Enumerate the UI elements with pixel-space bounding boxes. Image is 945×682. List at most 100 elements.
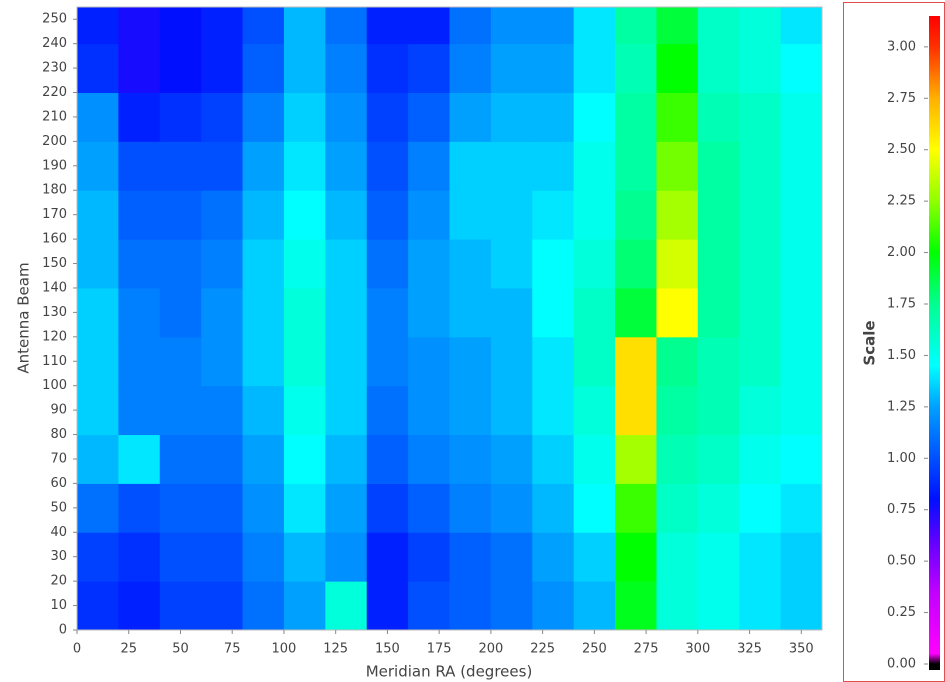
heat-cell [408,532,450,581]
heat-cell [367,288,409,337]
heat-cell [367,239,409,288]
heat-cell [408,386,450,435]
heat-cell [574,141,616,190]
heat-cell [77,483,119,532]
heat-cell [615,386,657,435]
colorbar-tick-label: 0.00 [887,657,916,672]
heat-cell [698,93,740,142]
heat-cell [367,337,409,386]
heat-cell [243,93,285,142]
colorbar-tick-label: 1.75 [887,297,916,312]
heat-cell [77,288,119,337]
heat-cell [739,581,781,630]
heat-cell [491,581,533,630]
heat-cell [739,288,781,337]
heat-cell [739,337,781,386]
heat-cell [656,532,698,581]
heat-cell [408,44,450,93]
heat-cell [698,337,740,386]
heat-cell [284,435,326,484]
heat-cell [615,337,657,386]
heat-cell [656,141,698,190]
heat-cell [284,190,326,239]
heat-cell [118,190,160,239]
heat-cell [243,239,285,288]
heat-cell [243,337,285,386]
heat-cell [118,337,160,386]
heat-cell [243,435,285,484]
heat-cell [325,532,367,581]
heat-cell [367,190,409,239]
heat-cell [160,239,202,288]
y-tick-label: 210 [42,109,67,124]
heat-cell [450,239,492,288]
heat-cell [574,337,616,386]
heat-cell [201,93,243,142]
heat-cell [325,239,367,288]
x-tick-label: 250 [582,642,607,657]
heat-cell [574,483,616,532]
heat-cell [532,435,574,484]
heat-cell [243,581,285,630]
heat-cell [491,190,533,239]
heat-cell [284,532,326,581]
heat-cell [160,483,202,532]
y-tick-label: 60 [50,476,67,491]
heat-cell [450,581,492,630]
y-tick-label: 30 [50,549,67,564]
x-tick-label: 125 [323,642,348,657]
heat-cell [243,386,285,435]
heat-cell [160,288,202,337]
heat-cell [450,337,492,386]
heat-cell [408,581,450,630]
heat-cell [118,44,160,93]
y-tick-label: 120 [42,329,67,344]
y-tick-label: 20 [50,574,67,589]
heat-cell [574,288,616,337]
x-tick-label: 325 [737,642,762,657]
heat-cell [532,239,574,288]
y-tick-label: 0 [59,623,67,638]
heat-cell [656,288,698,337]
x-tick-label: 50 [172,642,189,657]
colorbar-base [929,664,940,670]
x-tick-label: 200 [478,642,503,657]
heat-cell [325,435,367,484]
heat-cell [118,141,160,190]
y-tick-label: 220 [42,85,67,100]
heat-cell [325,44,367,93]
heat-cell [450,386,492,435]
heat-cell [367,532,409,581]
heat-cell [532,337,574,386]
heat-cell [325,288,367,337]
colorbar-tick-label: 1.00 [887,451,916,466]
heat-cell [532,44,574,93]
heat-cell [118,483,160,532]
heat-cell [408,483,450,532]
heat-cell [77,337,119,386]
y-tick-label: 100 [42,378,67,393]
heat-cell [491,141,533,190]
heat-cell [77,435,119,484]
x-axis-title: Meridian RA (degrees) [366,663,533,681]
colorbar-tick-label: 2.25 [887,194,916,209]
heat-cell [243,288,285,337]
y-tick-label: 90 [50,403,67,418]
heat-cell [739,190,781,239]
x-tick-label: 175 [427,642,452,657]
heat-cell [615,581,657,630]
colorbar-tick-label: 0.50 [887,554,916,569]
heat-cell [367,93,409,142]
heat-cell [574,532,616,581]
heat-cell [201,386,243,435]
heat-cell [160,141,202,190]
heat-cell [325,386,367,435]
y-tick-label: 190 [42,158,67,173]
y-tick-label: 200 [42,134,67,149]
heat-cell [367,483,409,532]
heat-cell [574,44,616,93]
y-tick-label: 170 [42,207,67,222]
heat-cell [160,190,202,239]
